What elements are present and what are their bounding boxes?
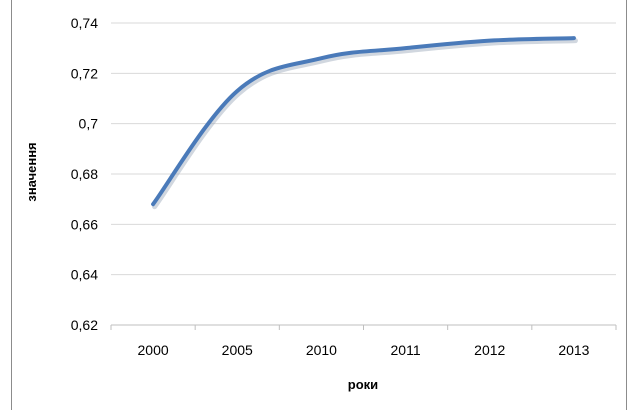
y-tick-label: 0,68 — [71, 166, 98, 182]
y-tick-label: 0,62 — [71, 317, 98, 333]
x-axis-label: роки — [348, 377, 378, 392]
x-tick-label: 2005 — [222, 342, 253, 358]
x-tick-label: 2013 — [558, 342, 589, 358]
data-point — [151, 202, 155, 206]
data-point — [235, 89, 239, 93]
data-point — [319, 56, 323, 60]
frame-border-right — [626, 0, 627, 410]
series-line-shadow — [152, 38, 578, 210]
y-axis-label: значення — [24, 142, 39, 201]
series-line — [151, 36, 576, 207]
x-tick-label: 2000 — [138, 342, 169, 358]
y-tick-labels: 0,62 0,64 0,66 0,68 0,7 0,72 0,74 — [71, 15, 98, 333]
data-point — [488, 39, 492, 43]
axes — [110, 324, 617, 330]
x-tick-label: 2010 — [306, 342, 337, 358]
y-tick-label: 0,66 — [71, 216, 98, 232]
data-point — [572, 36, 576, 40]
frame-border-left — [11, 0, 12, 410]
data-point — [404, 46, 408, 50]
grid-lines — [111, 22, 616, 276]
y-tick-label: 0,64 — [71, 267, 98, 283]
x-tick-labels: 2000 2005 2010 2011 2012 2013 — [138, 342, 590, 358]
y-tick-label: 0,7 — [79, 116, 99, 132]
x-tick-label: 2011 — [391, 342, 421, 358]
series-layer — [151, 36, 578, 210]
y-tick-label: 0,72 — [71, 65, 98, 81]
y-tick-label: 0,74 — [71, 15, 98, 31]
x-tick-label: 2012 — [474, 342, 505, 358]
